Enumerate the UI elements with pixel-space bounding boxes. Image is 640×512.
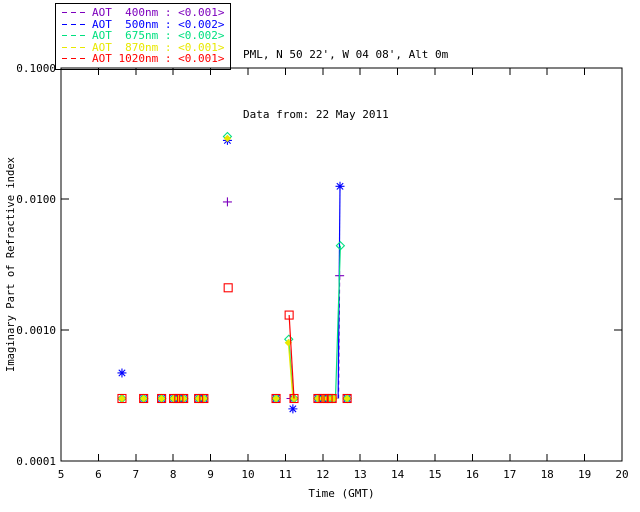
data-point-diamond-fill xyxy=(139,394,148,403)
data-point-plus xyxy=(222,197,232,207)
y-tick-label: 0.0010 xyxy=(16,324,56,337)
legend-label: AOT 500nm : <0.002> xyxy=(92,17,225,31)
x-tick-label: 16 xyxy=(466,468,479,481)
data-point-diamond-fill xyxy=(343,394,351,403)
series-segment xyxy=(334,245,341,399)
x-tick-label: 8 xyxy=(170,468,177,481)
data-point-asterisk xyxy=(117,368,127,378)
data-point-asterisk xyxy=(335,181,345,191)
data-point-square xyxy=(169,393,179,404)
data-point-square xyxy=(327,393,337,404)
data-point-diamond-fill xyxy=(272,394,280,403)
legend-line-sample xyxy=(62,46,86,48)
y-tick-label: 0.0001 xyxy=(16,455,56,468)
data-point-square xyxy=(117,393,127,404)
x-tick-label: 7 xyxy=(132,468,139,481)
data-point-square xyxy=(342,393,352,404)
x-tick-label: 19 xyxy=(578,468,591,481)
data-point-square xyxy=(271,393,281,404)
series-segment xyxy=(288,315,295,399)
y-axis-label: Imaginary Part of Refractive index xyxy=(5,157,17,372)
x-tick-label: 14 xyxy=(391,468,405,481)
legend-line-sample xyxy=(62,58,86,60)
data-point-diamond-fill xyxy=(179,394,188,403)
y-tick-label: 0.1000 xyxy=(16,62,56,75)
data-point-square xyxy=(179,393,189,404)
x-tick-label: 18 xyxy=(541,468,554,481)
data-point-square xyxy=(199,393,209,404)
legend-label: AOT 870nm : <0.001> xyxy=(92,40,225,54)
x-tick-label: 13 xyxy=(354,468,367,481)
plot-frame xyxy=(60,67,623,462)
legend-line-sample xyxy=(62,35,86,37)
legend-item-aot-500nm: AOT 500nm : <0.002> xyxy=(62,19,224,31)
x-tick-label: 6 xyxy=(95,468,102,481)
y-tick-label: 0.0100 xyxy=(16,193,56,206)
data-point-square xyxy=(223,283,233,293)
legend-item-aot-1020nm: AOT 1020nm : <0.001> xyxy=(62,53,224,65)
data-point-square xyxy=(194,393,204,404)
x-tick-label: 11 xyxy=(279,468,292,481)
data-point-asterisk xyxy=(288,404,298,414)
x-tick-label: 10 xyxy=(241,468,254,481)
data-date-text: Data from: 22 May 2011 xyxy=(243,108,389,121)
legend-label: AOT 1020nm : <0.001> xyxy=(92,52,225,66)
legend-line-sample xyxy=(62,12,86,14)
x-tick-label: 15 xyxy=(428,468,441,481)
legend-label: AOT 400nm : <0.001> xyxy=(92,6,225,20)
legend-item-aot-400nm: AOT 400nm : <0.001> xyxy=(62,7,224,19)
x-tick-label: 20 xyxy=(615,468,628,481)
data-point-diamond-fill xyxy=(223,134,232,143)
data-point-diamond-fill xyxy=(157,394,166,403)
legend-label: AOT 675nm : <0.002> xyxy=(92,29,225,43)
x-tick-label: 12 xyxy=(316,468,329,481)
data-point-diamond xyxy=(335,240,346,251)
x-tick-label: 9 xyxy=(207,468,214,481)
legend-item-aot-675nm: AOT 675nm : <0.002> xyxy=(62,30,224,42)
data-point-square xyxy=(157,393,167,404)
site-header: PML, N 50 22', W 04 08', Alt 0m Data fro… xyxy=(243,5,448,165)
legend-box: AOT 400nm : <0.001> AOT 500nm : <0.002> AO… xyxy=(55,3,232,70)
legend-item-aot-870nm: AOT 870nm : <0.001> xyxy=(62,42,224,54)
legend-line-sample xyxy=(62,23,86,25)
series-segment xyxy=(287,342,294,399)
x-axis-label: Time (GMT) xyxy=(308,487,374,500)
data-point-diamond-fill xyxy=(118,394,126,403)
x-tick-label: 5 xyxy=(58,468,65,481)
data-point-square xyxy=(174,393,184,404)
data-point-square xyxy=(318,393,328,404)
data-point-square xyxy=(284,310,294,320)
x-tick-label: 17 xyxy=(503,468,516,481)
data-point-square xyxy=(139,393,149,404)
site-location-text: PML, N 50 22', W 04 08', Alt 0m xyxy=(243,48,449,61)
data-point-square xyxy=(289,393,299,404)
data-point-square xyxy=(313,393,323,404)
